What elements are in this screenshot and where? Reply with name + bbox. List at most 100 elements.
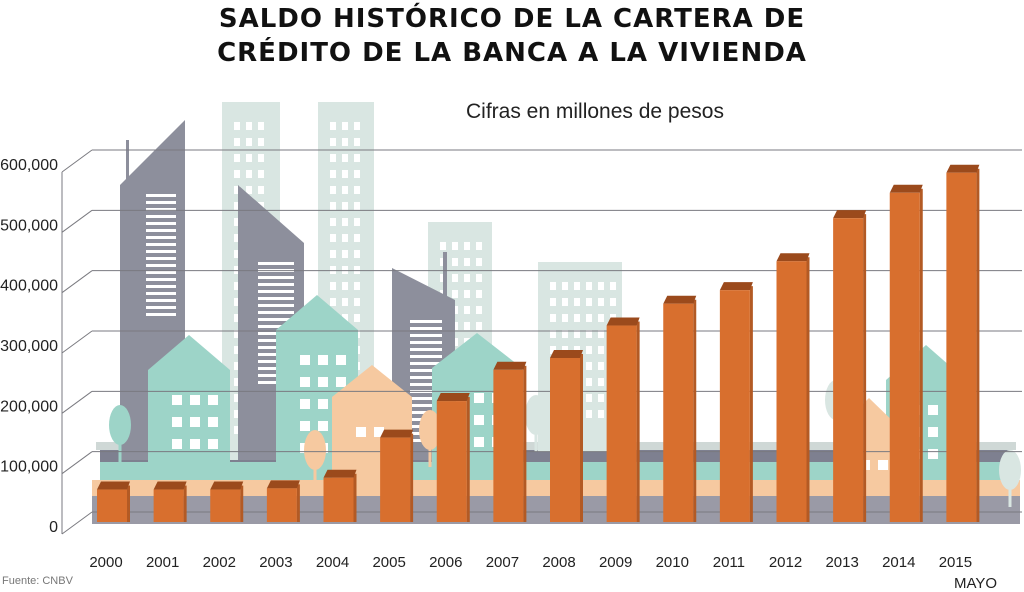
antenna bbox=[126, 140, 129, 180]
gridline-slant bbox=[61, 149, 93, 173]
tower-window bbox=[598, 362, 604, 370]
chart-subtitle: Cifras en millones de pesos bbox=[466, 100, 724, 123]
tower-window-stripe bbox=[146, 285, 176, 288]
tower-window bbox=[330, 266, 336, 274]
tower-window-stripe bbox=[410, 404, 442, 407]
x-tick-label: 2005 bbox=[372, 554, 405, 571]
tower-window bbox=[476, 290, 482, 298]
tower-window bbox=[342, 122, 348, 130]
tower-window bbox=[476, 274, 482, 282]
bar-top bbox=[946, 164, 980, 173]
tower-window bbox=[234, 250, 240, 258]
tower-window bbox=[234, 394, 240, 402]
bar-side bbox=[806, 257, 810, 522]
tower-window bbox=[258, 186, 264, 194]
tower-window bbox=[550, 314, 556, 322]
source-note: Fuente: CNBV bbox=[2, 575, 73, 587]
x-axis: 2000 2001 2002 2003 2004 2005 2006 2007 2008 2009… bbox=[89, 554, 972, 571]
bar-top bbox=[776, 253, 810, 262]
house-window bbox=[928, 427, 938, 437]
tower-window bbox=[464, 290, 470, 298]
tower-window bbox=[342, 314, 348, 322]
tower-window bbox=[586, 378, 592, 386]
tower-window bbox=[586, 362, 592, 370]
house-window bbox=[300, 355, 310, 365]
house-window bbox=[318, 377, 328, 387]
tower-window bbox=[354, 154, 360, 162]
tree-trunk bbox=[118, 440, 122, 462]
bar-side bbox=[976, 168, 980, 522]
tower-window bbox=[234, 122, 240, 130]
tower-window bbox=[342, 138, 348, 146]
house-window bbox=[208, 439, 218, 449]
tower-window bbox=[234, 282, 240, 290]
tower-window-stripe bbox=[258, 276, 294, 279]
house-window bbox=[318, 421, 328, 431]
tower-window-stripe bbox=[410, 320, 442, 323]
bar-top bbox=[323, 469, 357, 478]
tower-window bbox=[330, 138, 336, 146]
y-tick-label: 0 bbox=[49, 519, 58, 536]
tower-window bbox=[258, 154, 264, 162]
tower-window bbox=[330, 154, 336, 162]
bar-side bbox=[523, 365, 527, 522]
tower-window-stripe bbox=[146, 299, 176, 302]
bar-top bbox=[97, 481, 130, 490]
x-tick-label: 2015 bbox=[939, 554, 972, 571]
tower-window bbox=[342, 250, 348, 258]
house-window bbox=[336, 377, 346, 387]
teal-house bbox=[148, 335, 230, 462]
house-window bbox=[318, 355, 328, 365]
tower-window bbox=[330, 170, 336, 178]
x-tick-label: 2009 bbox=[599, 554, 632, 571]
tower-window bbox=[452, 290, 458, 298]
bar bbox=[550, 357, 580, 522]
tower-window bbox=[562, 298, 568, 306]
tower-window bbox=[330, 298, 336, 306]
tower-window bbox=[452, 274, 458, 282]
tower-window bbox=[234, 426, 240, 434]
house-window bbox=[474, 393, 484, 403]
house-window bbox=[172, 439, 182, 449]
tower-window bbox=[234, 330, 240, 338]
tower-window-stripe bbox=[146, 292, 176, 295]
tower-window-stripe bbox=[410, 376, 442, 379]
tower-window bbox=[550, 298, 556, 306]
tree-trunk bbox=[1008, 485, 1012, 507]
tower-window bbox=[476, 322, 482, 330]
tower-window bbox=[342, 170, 348, 178]
x-tick-label: 2002 bbox=[203, 554, 236, 571]
tower-window bbox=[246, 186, 252, 194]
tower-window bbox=[354, 250, 360, 258]
tower-window bbox=[610, 282, 616, 290]
tower-window bbox=[234, 234, 240, 242]
tower-window-stripe bbox=[146, 313, 176, 316]
tower-window bbox=[574, 298, 580, 306]
tower-window-stripe bbox=[410, 348, 442, 351]
tower-window bbox=[550, 346, 556, 354]
gridline-slant bbox=[61, 511, 93, 535]
house-window bbox=[356, 427, 366, 437]
tower-window bbox=[354, 186, 360, 194]
tower-window bbox=[354, 282, 360, 290]
tower-window bbox=[550, 330, 556, 338]
tower-window bbox=[246, 138, 252, 146]
y-tick-label: 500,000 bbox=[0, 217, 58, 234]
tower-window bbox=[586, 314, 592, 322]
tower-window bbox=[440, 242, 446, 250]
house-window bbox=[208, 395, 218, 405]
tower-window-stripe bbox=[258, 290, 294, 293]
tower-window bbox=[574, 282, 580, 290]
title-line-1: SALDO HISTÓRICO DE LA CARTERA DE bbox=[218, 4, 806, 34]
tower-window bbox=[330, 282, 336, 290]
house-window bbox=[300, 421, 310, 431]
tower-window-stripe bbox=[410, 369, 442, 372]
tower-window-stripe bbox=[146, 257, 176, 260]
gridline-slant bbox=[61, 330, 93, 354]
tower-window bbox=[354, 234, 360, 242]
tower-window bbox=[234, 218, 240, 226]
tower-window bbox=[234, 298, 240, 306]
tree-trunk bbox=[313, 465, 317, 487]
tree-trunk bbox=[428, 445, 432, 467]
tower-window bbox=[574, 330, 580, 338]
